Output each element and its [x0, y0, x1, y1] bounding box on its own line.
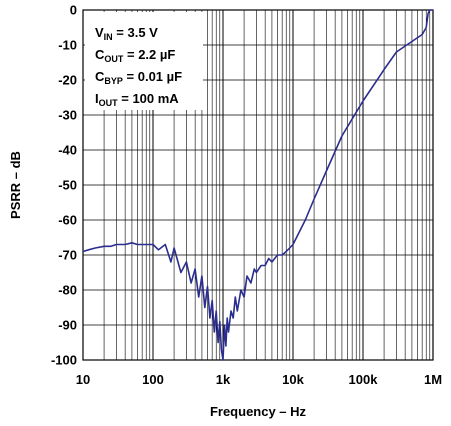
psrr-series-line — [82, 9, 433, 361]
y-axis-title: PSRR – dB — [8, 151, 23, 219]
annotation-line: IOUT = 100 mA — [95, 91, 179, 108]
test-conditions-annotation: VIN = 3.5 V COUT = 2.2 µF CBYP = 0.01 µF IO… — [85, 12, 203, 110]
annotation-line: COUT = 2.2 µF — [95, 47, 175, 64]
y-tick-label: -70 — [58, 248, 77, 263]
y-tick-label: -60 — [58, 213, 77, 228]
annotation-line: VIN = 3.5 V — [95, 25, 158, 42]
annotation-background — [85, 12, 203, 110]
x-tick-label: 10k — [282, 372, 304, 387]
x-tick-label: 1k — [216, 372, 231, 387]
y-tick-label: -50 — [58, 178, 77, 193]
x-tick-label: 10 — [76, 372, 90, 387]
y-tick-label: -30 — [58, 108, 77, 123]
x-axis-title: Frequency – Hz — [210, 404, 307, 419]
y-tick-label: -10 — [58, 38, 77, 53]
y-tick-labels: 0 -10 -20 -30 -40 -50 -60 -70 -80 -90 -100 — [51, 3, 77, 368]
x-tick-label: 100k — [349, 372, 379, 387]
plot-frame — [82, 9, 434, 361]
x-tick-label: 100 — [142, 372, 164, 387]
y-tick-label: -100 — [51, 353, 77, 368]
y-tick-label: -20 — [58, 73, 77, 88]
x-tick-labels: 10 100 1k 10k 100k 1M — [76, 372, 442, 387]
y-tick-label: 0 — [70, 3, 77, 18]
annotation-line: CBYP = 0.01 µF — [95, 69, 182, 86]
y-tick-label: -40 — [58, 143, 77, 158]
y-tick-label: -80 — [58, 283, 77, 298]
y-tick-label: -90 — [58, 318, 77, 333]
x-tick-label: 1M — [424, 372, 442, 387]
